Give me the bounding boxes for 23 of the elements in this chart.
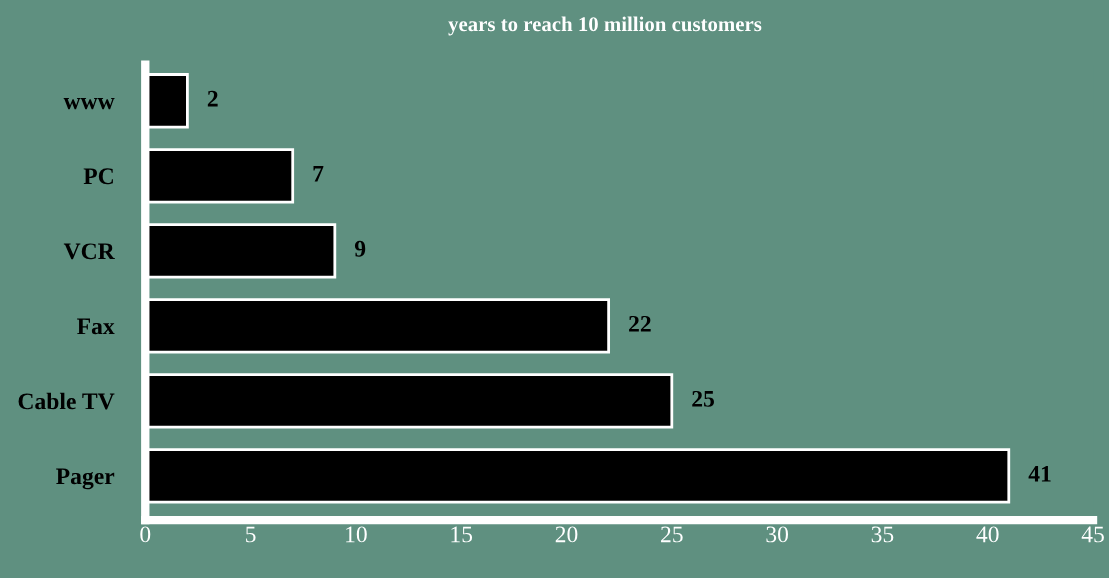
y-tick-label: www	[63, 98, 115, 110]
x-tick-label: 35	[871, 526, 894, 543]
x-tick-label: 0	[140, 526, 151, 543]
x-tick-label: 10	[346, 526, 367, 543]
x-tick-label: 30	[766, 526, 789, 543]
y-tick-label: Pager	[56, 468, 115, 490]
y-tick-label: Fax	[77, 318, 115, 335]
data-label: 2	[207, 90, 218, 107]
y-tick-label: PC	[83, 168, 113, 185]
y-tick-label: Cable TV	[18, 392, 115, 410]
data-label: 9	[354, 240, 366, 257]
data-label: 25	[692, 390, 714, 407]
data-label: 7	[313, 166, 324, 182]
x-tick-label: 15	[451, 526, 473, 543]
x-tick-label: 45	[1081, 526, 1104, 543]
data-label: 41	[1028, 466, 1051, 482]
x-tick-label: 5	[246, 526, 256, 543]
y-tick-label: VCR	[63, 243, 115, 260]
x-tick-label: 25	[661, 526, 683, 543]
chart-title: years to reach 10 million customers	[448, 16, 762, 36]
data-label: 22	[629, 315, 651, 332]
x-tick-label: 40	[976, 526, 999, 543]
x-tick-label: 20	[555, 526, 578, 543]
